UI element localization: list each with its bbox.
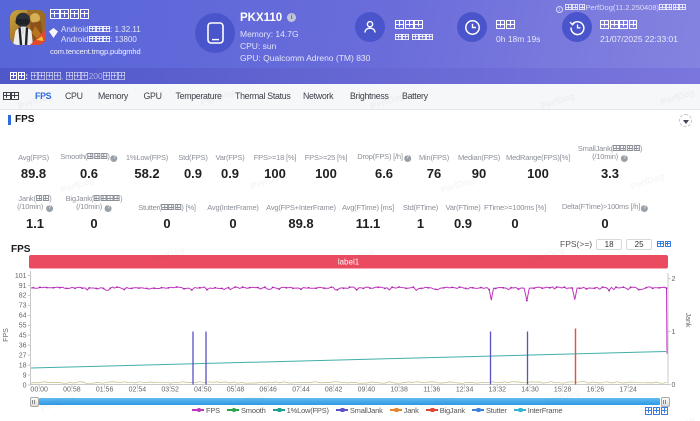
svg-text:12:34: 12:34: [456, 387, 474, 394]
svg-text:73: 73: [19, 303, 27, 310]
svg-text:09:40: 09:40: [358, 387, 376, 394]
svg-text:01:56: 01:56: [96, 387, 114, 394]
svg-text:64: 64: [19, 313, 27, 320]
svg-text:07:44: 07:44: [292, 387, 310, 394]
svg-text:label1: label1: [338, 258, 360, 267]
svg-text:FPS: FPS: [3, 328, 10, 342]
svg-text:08:42: 08:42: [325, 387, 343, 394]
svg-text:17:24: 17:24: [619, 387, 637, 394]
svg-text:0: 0: [23, 382, 27, 389]
svg-text:06:46: 06:46: [259, 387, 277, 394]
svg-text:45: 45: [19, 333, 27, 340]
svg-text:27: 27: [19, 352, 27, 359]
svg-text:1: 1: [672, 329, 676, 336]
svg-text:91: 91: [19, 283, 27, 290]
svg-text:03:52: 03:52: [161, 387, 179, 394]
svg-text:15:28: 15:28: [554, 387, 572, 394]
svg-text:02:54: 02:54: [129, 387, 147, 394]
svg-text:04:50: 04:50: [194, 387, 212, 394]
svg-text:16:26: 16:26: [587, 387, 605, 394]
svg-text:14:30: 14:30: [521, 387, 539, 394]
svg-text:9: 9: [23, 372, 27, 379]
svg-text:36: 36: [19, 343, 27, 350]
svg-text:0: 0: [672, 382, 676, 389]
svg-text:Jank: Jank: [684, 313, 691, 328]
svg-text:00:00: 00:00: [30, 387, 48, 394]
svg-text:10:38: 10:38: [390, 387, 408, 394]
svg-text:18: 18: [19, 362, 27, 369]
svg-text:05:48: 05:48: [227, 387, 245, 394]
svg-text:13:32: 13:32: [489, 387, 507, 394]
svg-text:82: 82: [19, 293, 27, 300]
svg-text:55: 55: [19, 323, 27, 330]
svg-text:2: 2: [672, 276, 676, 283]
svg-text:00:58: 00:58: [63, 387, 81, 394]
svg-text:11:36: 11:36: [423, 387, 440, 394]
svg-text:101: 101: [15, 273, 27, 280]
